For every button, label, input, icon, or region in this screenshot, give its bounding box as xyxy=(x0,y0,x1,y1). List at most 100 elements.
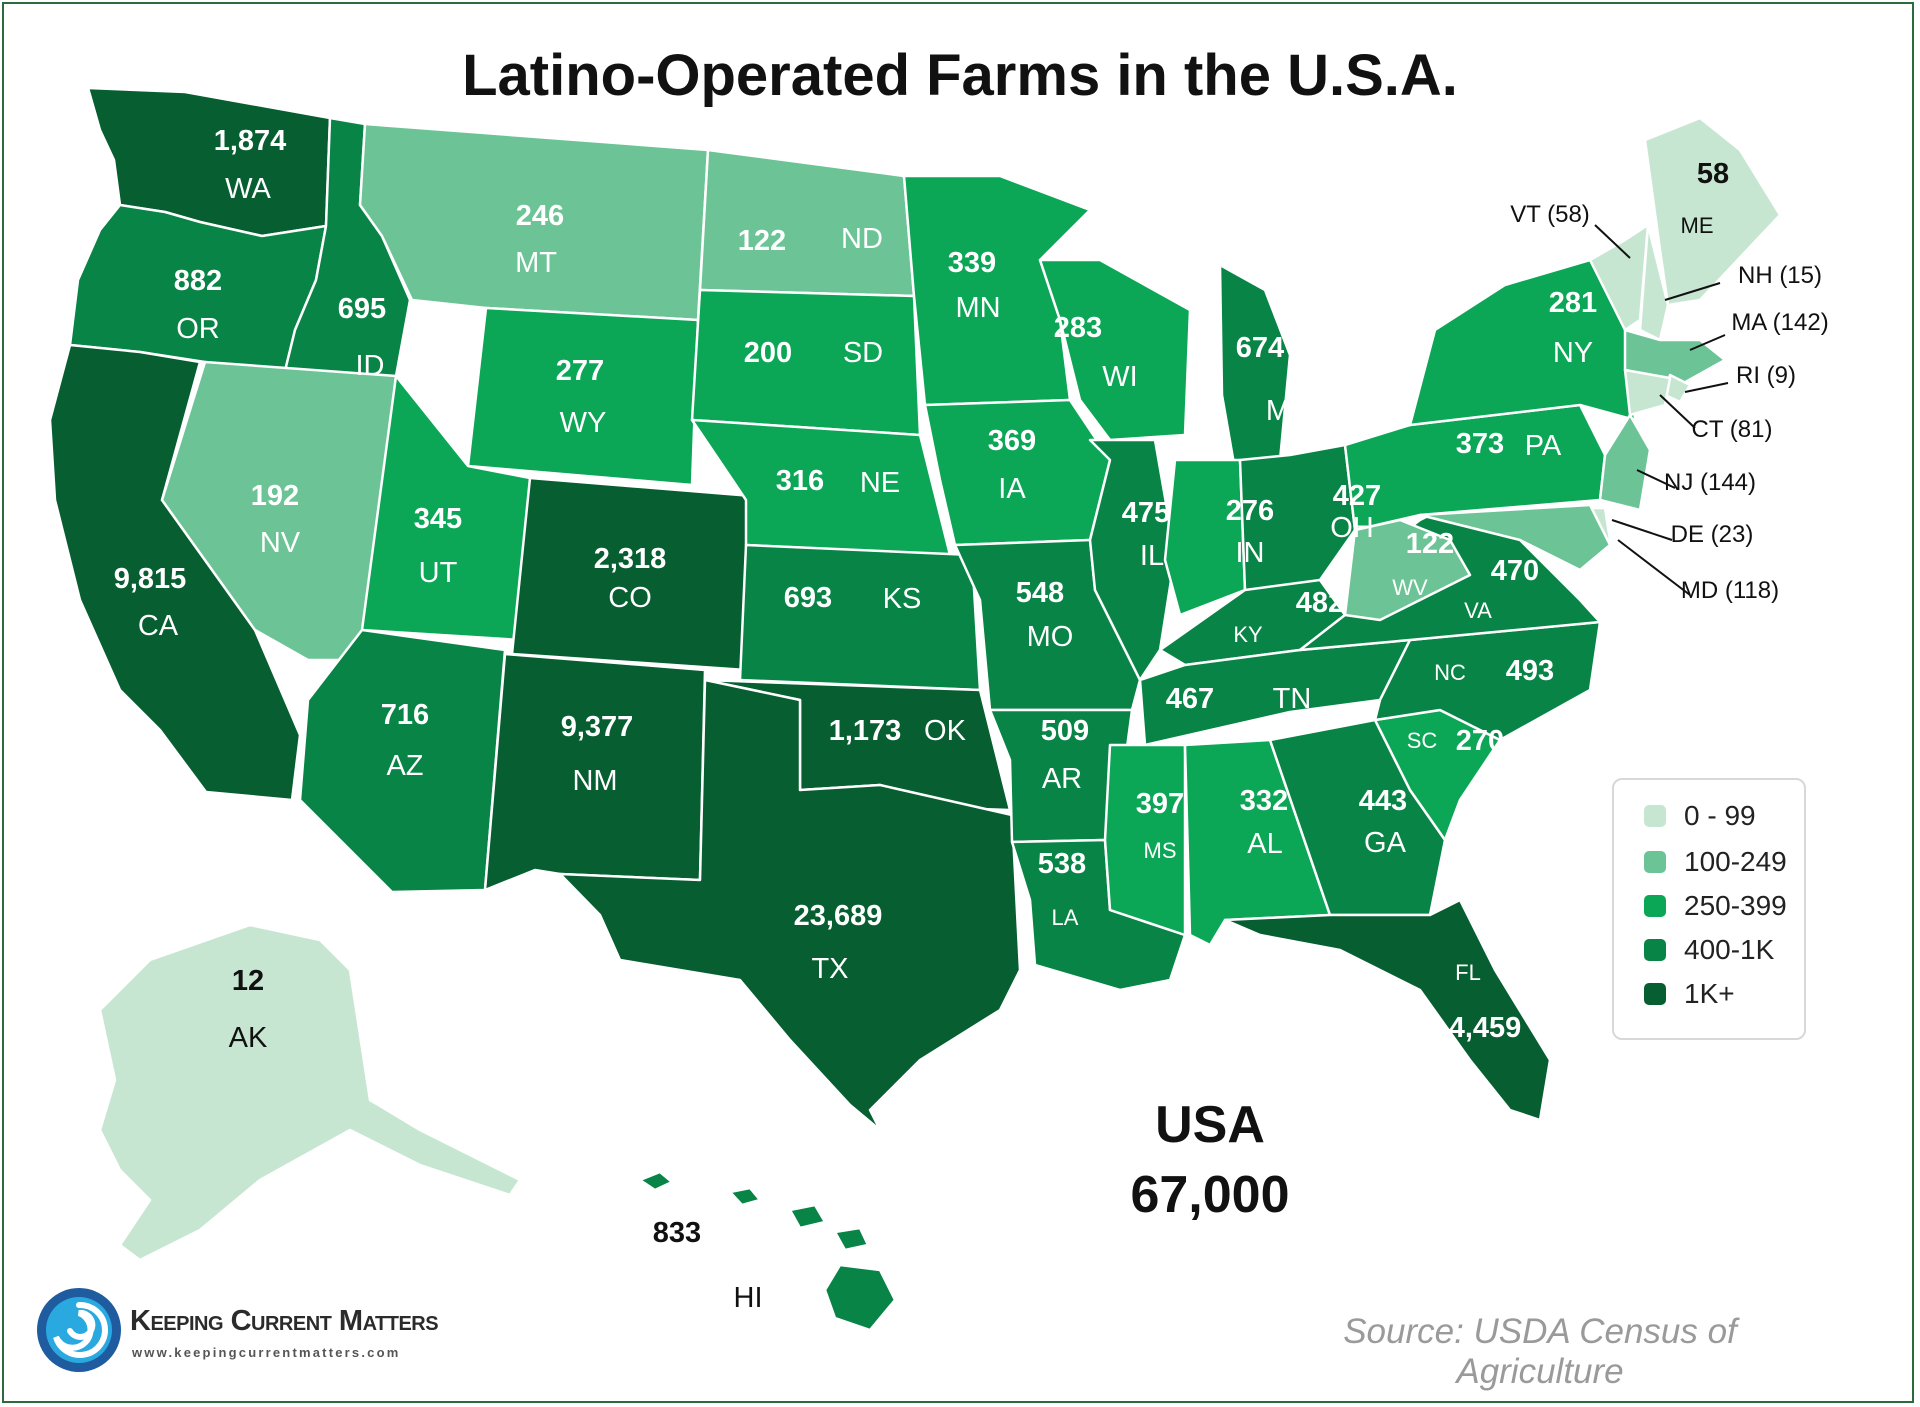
state-value-wi: 283 xyxy=(1054,312,1102,344)
state-value-ut: 345 xyxy=(414,503,462,535)
state-abbr-id: ID xyxy=(356,350,385,382)
state-value-ak: 12 xyxy=(232,965,264,997)
state-md[interactable] xyxy=(1418,503,1612,572)
callout-line xyxy=(1611,519,1673,541)
state-abbr-nv: NV xyxy=(260,527,301,559)
state-in[interactable] xyxy=(1163,458,1247,617)
state-abbr-me: ME xyxy=(1681,213,1714,238)
state-hi[interactable] xyxy=(638,1170,897,1332)
state-value-mi: 674 xyxy=(1236,332,1284,364)
callout-label: RI (9) xyxy=(1736,362,1796,389)
legend-label: 250-399 xyxy=(1684,890,1787,921)
state-abbr-nd: ND xyxy=(841,223,883,255)
state-abbr-pa: PA xyxy=(1525,430,1562,462)
state-abbr-ky: KY xyxy=(1233,622,1263,647)
state-abbr-mt: MT xyxy=(515,247,557,279)
callout-label: MD (118) xyxy=(1681,577,1779,604)
state-abbr-ca: CA xyxy=(138,610,179,642)
total-value: 67,000 xyxy=(1130,1166,1290,1224)
state-value-sd: 200 xyxy=(744,337,792,369)
legend-item: 1K+ xyxy=(1644,976,1735,1012)
state-wy[interactable] xyxy=(466,306,700,487)
state-abbr-or: OR xyxy=(176,313,220,345)
state-value-mo: 548 xyxy=(1016,577,1064,609)
legend-label: 400-1K xyxy=(1684,934,1775,965)
callout-label: MA (142) xyxy=(1731,309,1828,336)
state-value-ne: 316 xyxy=(776,465,824,497)
state-abbr-wy: WY xyxy=(560,407,607,439)
state-value-ga: 443 xyxy=(1359,785,1407,817)
state-abbr-va: VA xyxy=(1464,598,1492,623)
legend-swatch xyxy=(1644,895,1666,917)
legend-label: 0 - 99 xyxy=(1684,800,1756,831)
callout-line xyxy=(1617,539,1691,596)
state-value-fl: 4,459 xyxy=(1449,1012,1522,1044)
state-abbr-ne: NE xyxy=(860,467,900,499)
state-fl[interactable] xyxy=(1223,898,1552,1122)
legend-swatch xyxy=(1644,983,1666,1005)
state-value-az: 716 xyxy=(381,699,429,731)
state-abbr-nc: NC xyxy=(1434,660,1466,685)
state-value-in: 276 xyxy=(1226,495,1274,527)
state-value-nc: 493 xyxy=(1506,655,1554,687)
state-abbr-la: LA xyxy=(1052,905,1079,930)
state-value-mt: 246 xyxy=(516,200,564,232)
state-value-id: 695 xyxy=(338,293,386,325)
legend: 0 - 99 100-249 250-399 400-1K 1K+ xyxy=(1612,778,1806,1040)
state-ak[interactable] xyxy=(98,923,522,1262)
state-abbr-ny: NY xyxy=(1553,337,1593,369)
callout-line xyxy=(1689,334,1726,351)
brand-name: Keeping Current Matters xyxy=(130,1305,439,1337)
callout-line xyxy=(1636,469,1676,489)
state-abbr-tx: TX xyxy=(811,953,848,985)
state-az[interactable] xyxy=(298,628,507,894)
state-value-me: 58 xyxy=(1697,158,1729,190)
state-abbr-ks: KS xyxy=(883,583,922,615)
state-me[interactable] xyxy=(1643,116,1782,307)
state-ks[interactable] xyxy=(738,543,982,692)
state-wi[interactable] xyxy=(1038,258,1192,442)
state-value-tn: 467 xyxy=(1166,683,1214,715)
state-abbr-hi: HI xyxy=(734,1282,763,1314)
legend-item: 100-249 xyxy=(1644,844,1787,880)
state-value-ca: 9,815 xyxy=(114,563,187,595)
state-value-hi: 833 xyxy=(653,1217,701,1249)
state-value-il: 475 xyxy=(1122,497,1170,529)
callout-label: VT (58) xyxy=(1510,201,1590,228)
state-sd[interactable] xyxy=(690,288,922,437)
state-tx[interactable] xyxy=(558,678,1022,1132)
state-abbr-wa: WA xyxy=(225,173,271,205)
state-value-tx: 23,689 xyxy=(794,900,883,932)
state-value-wy: 277 xyxy=(556,355,604,387)
state-value-nd: 122 xyxy=(738,225,786,257)
total-label: USA xyxy=(1155,1096,1265,1154)
state-abbr-in: IN xyxy=(1236,537,1265,569)
state-abbr-il: IL xyxy=(1140,540,1164,572)
state-abbr-tn: TN xyxy=(1273,683,1312,715)
state-value-ny: 281 xyxy=(1549,287,1597,319)
state-value-ok: 1,173 xyxy=(829,715,902,747)
state-abbr-nm: NM xyxy=(572,765,617,797)
callout-line xyxy=(1659,394,1696,429)
brand-logo[interactable]: Keeping Current Matters www.keepingcurre… xyxy=(34,1285,474,1385)
state-value-nm: 9,377 xyxy=(561,711,634,743)
state-ca[interactable] xyxy=(48,343,302,802)
state-abbr-wv: WV xyxy=(1392,575,1428,600)
state-abbr-ar: AR xyxy=(1042,763,1082,795)
state-abbr-ga: GA xyxy=(1364,827,1407,859)
state-abbr-oh: OH xyxy=(1330,512,1374,544)
state-value-wv: 122 xyxy=(1406,528,1454,560)
state-nj[interactable] xyxy=(1598,413,1652,512)
state-ms[interactable] xyxy=(1103,743,1187,937)
legend-item: 0 - 99 xyxy=(1644,798,1756,834)
state-value-sc: 270 xyxy=(1456,725,1504,757)
state-value-ky: 482 xyxy=(1296,587,1344,619)
legend-item: 250-399 xyxy=(1644,888,1787,924)
legend-swatch xyxy=(1644,939,1666,961)
state-value-or: 882 xyxy=(174,265,222,297)
state-value-pa: 373 xyxy=(1456,428,1504,460)
state-value-nv: 192 xyxy=(251,480,299,512)
state-ct[interactable] xyxy=(1623,368,1672,417)
state-mi[interactable] xyxy=(1218,263,1292,472)
map-title: Latino-Operated Farms in the U.S.A. xyxy=(462,43,1458,108)
